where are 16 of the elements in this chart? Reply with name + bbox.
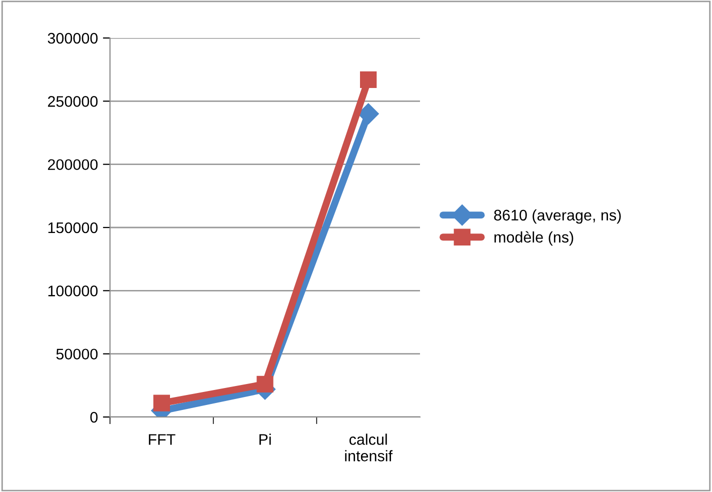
y-tick-label: 50000 bbox=[56, 348, 98, 360]
legend-label: 8610 (average, ns) bbox=[494, 209, 621, 224]
y-tick-label: 100000 bbox=[48, 286, 98, 296]
point bbox=[153, 394, 170, 412]
point bbox=[256, 376, 274, 392]
y-tick-label: 300000 bbox=[48, 32, 98, 44]
y-tick-label: 250000 bbox=[48, 96, 98, 107]
x-tick-label: FFT bbox=[148, 434, 176, 445]
x-tick-label: Pi bbox=[259, 434, 271, 445]
y-tick-label: 200000 bbox=[48, 159, 98, 170]
y-tick-label: 150000 bbox=[48, 222, 98, 234]
x-tick-label: calcul intensif bbox=[345, 434, 393, 462]
point bbox=[360, 71, 377, 88]
point bbox=[358, 103, 379, 124]
legend-label: modèle (ns) bbox=[494, 231, 574, 246]
y-tick-label: 0 bbox=[90, 412, 98, 423]
